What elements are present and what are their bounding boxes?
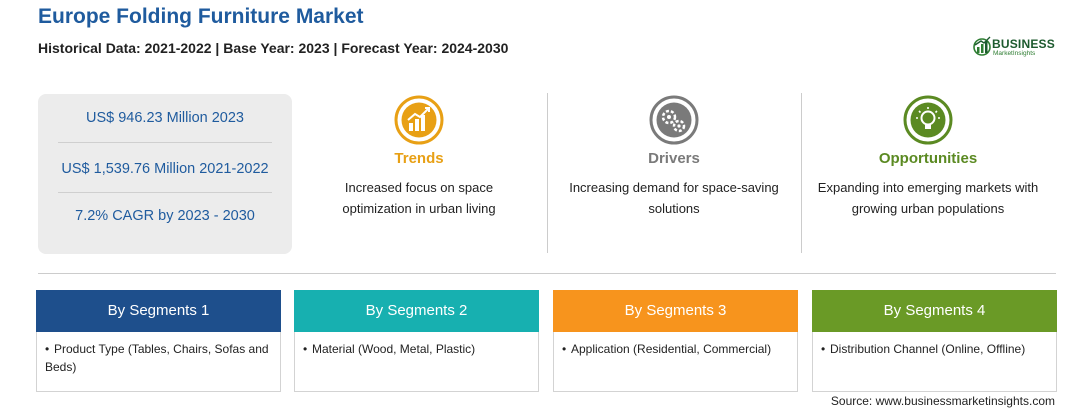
column-divider <box>801 93 802 253</box>
page-title: Europe Folding Furniture Market <box>38 5 364 28</box>
segment-header-3: By Segments 3 <box>553 290 798 332</box>
segment-header-1: By Segments 1 <box>36 290 281 332</box>
market-stats-panel: US$ 946.23 Million 2023 US$ 1,539.76 Mil… <box>38 94 292 254</box>
drivers-text: Increasing demand for space-saving solut… <box>569 180 779 216</box>
section-divider <box>38 273 1056 274</box>
lightbulb-icon <box>903 95 953 145</box>
segment-card-1: By Segments 1 • Product Type (Tables, Cha… <box>36 290 281 392</box>
segment-item-text: Application (Residential, Commercial) <box>571 342 772 356</box>
logo-tagline: MarketInsights <box>993 50 1036 57</box>
segment-card-2: By Segments 2 • Material (Wood, Metal, Pl… <box>294 290 539 392</box>
opportunities-text: Expanding into emerging markets with gro… <box>817 180 1039 216</box>
chart-growth-icon <box>394 95 444 145</box>
segment-item-2: • Material (Wood, Metal, Plastic) <box>303 342 476 356</box>
segment-card-4: By Segments 4 • Distribution Channel (Onl… <box>812 290 1057 392</box>
source-text: Source: www.businessmarketinsights.com <box>830 394 1055 408</box>
trends-title: Trends <box>394 150 444 167</box>
opportunities-title: Opportunities <box>878 150 978 167</box>
stat-divider <box>58 142 272 143</box>
stat-divider <box>58 192 272 193</box>
segment-item-3: • Application (Residential, Commercial) <box>562 342 772 356</box>
stat-historical-value: US$ 1,539.76 Million 2021-2022 <box>61 161 269 177</box>
segment-item-4: • Distribution Channel (Online, Offline) <box>821 342 1026 356</box>
segment-card-3: By Segments 3 • Application (Residential,… <box>553 290 798 392</box>
logo-name: BUSINESS <box>992 37 1055 51</box>
page-subtitle: Historical Data: 2021-2022 | Base Year: … <box>38 40 509 56</box>
segment-item-text: Material (Wood, Metal, Plastic) <box>312 342 476 356</box>
gears-icon <box>649 95 699 145</box>
company-logo: BUSINESS MarketInsights <box>972 34 1062 64</box>
segment-header-4: By Segments 4 <box>812 290 1057 332</box>
logo-globe-icon <box>973 36 991 56</box>
segment-item-1: • Product Type (Tables, Chairs, Sofas and… <box>45 342 269 374</box>
segment-item-text: Distribution Channel (Online, Offline) <box>830 342 1026 356</box>
segment-item-text: Product Type (Tables, Chairs, Sofas and … <box>45 342 269 374</box>
drivers-title: Drivers <box>648 150 700 167</box>
segment-header-2: By Segments 2 <box>294 290 539 332</box>
column-divider <box>547 93 548 253</box>
stat-market-size-2023: US$ 946.23 Million 2023 <box>86 110 244 126</box>
trends-text: Increased focus on space optimization in… <box>342 180 496 216</box>
stat-cagr: 7.2% CAGR by 2023 - 2030 <box>75 208 255 224</box>
